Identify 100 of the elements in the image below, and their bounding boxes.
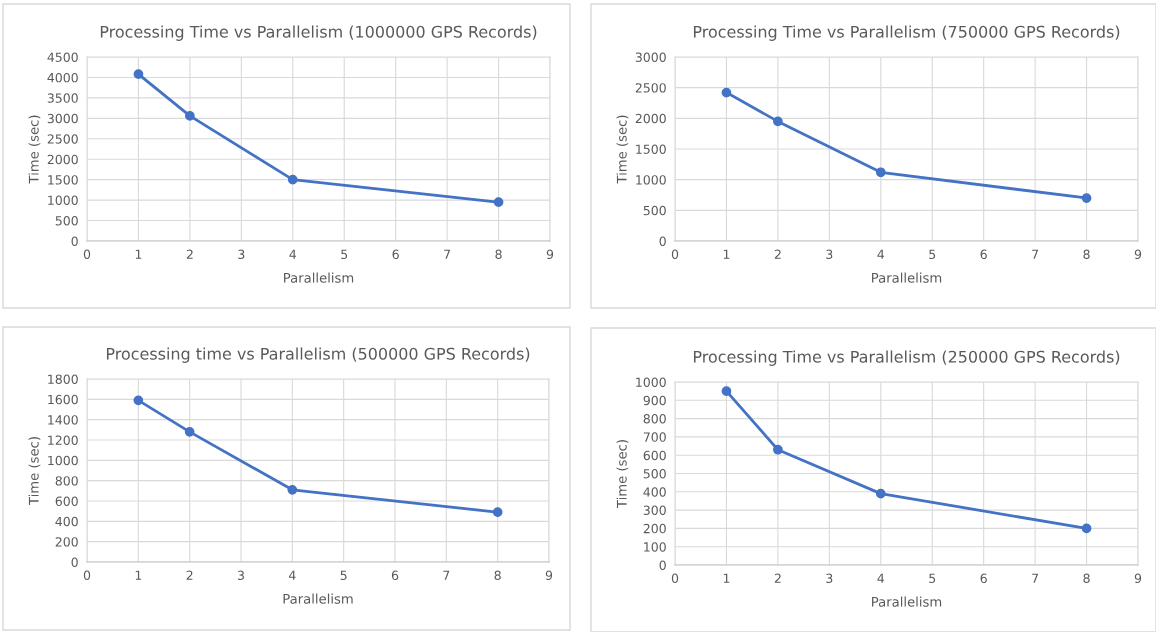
point — [493, 197, 504, 208]
y-axis-title: Time (sec) — [28, 115, 41, 184]
y-tick-label: 0 — [659, 236, 666, 246]
x-tick-label: 1 — [723, 249, 730, 259]
x-tick-label: 7 — [1032, 573, 1039, 583]
y-tick-label: 400 — [55, 516, 78, 527]
x-tick-label: 8 — [1083, 249, 1090, 260]
x-tick-label: 0 — [671, 573, 679, 584]
y-tick-label: 3000 — [47, 113, 78, 124]
x-tick-label: 9 — [546, 249, 554, 260]
x-tick-label: 7 — [1032, 249, 1039, 259]
x-tick-label: 3 — [238, 249, 245, 260]
x-axis-title: Parallelism — [284, 272, 354, 283]
x-tick-label: 6 — [392, 249, 399, 260]
x-tick-label: 1 — [135, 570, 142, 580]
point — [875, 167, 886, 178]
y-axis-title: Time (sec) — [28, 437, 41, 506]
y-tick-label: 200 — [55, 537, 78, 547]
y-tick-label: 900 — [643, 395, 666, 406]
x-tick-label: 6 — [980, 249, 987, 260]
y-tick-label: 1000 — [636, 175, 666, 185]
y-tick-label: 1500 — [636, 144, 666, 154]
point — [721, 386, 732, 397]
y-tick-label: 4500 — [47, 52, 78, 62]
x-tick-label: 4 — [288, 570, 296, 580]
x-tick-label: 5 — [341, 249, 348, 260]
x-tick-label: 3 — [826, 573, 833, 584]
x-tick-label: 6 — [980, 573, 987, 584]
x-tick-label: 7 — [444, 249, 451, 259]
y-tick-label: 600 — [643, 450, 666, 461]
y-tick-label: 2000 — [47, 154, 78, 165]
y-tick-label: 1400 — [48, 415, 78, 425]
y-tick-label: 2500 — [635, 83, 666, 93]
y-axis-title: Time (sec) — [616, 440, 629, 509]
y-tick-label: 3000 — [635, 52, 666, 62]
x-tick-label: 5 — [340, 570, 347, 581]
y-tick-label: 1800 — [48, 374, 78, 384]
x-tick-label: 8 — [495, 249, 502, 260]
chart-title: Processing Time vs Parallelism (1000000 GPS Records) — [100, 25, 537, 41]
y-tick-label: 1000 — [636, 377, 666, 387]
chart-title: Processing Time vs Parallelism (250000 GPS Records) — [693, 350, 1120, 366]
x-tick-label: 4 — [877, 249, 885, 259]
chart-title: Processing time vs Parallelism (500000 GPS Records) — [106, 347, 530, 363]
y-tick-label: 1500 — [48, 175, 78, 185]
x-tick-label: 3 — [237, 570, 244, 581]
x-tick-label: 6 — [391, 570, 399, 581]
x-tick-label: 5 — [929, 249, 936, 260]
chart-title: Processing Time vs Parallelism (750000 GPS Records) — [693, 25, 1120, 41]
y-tick-label: 1000 — [48, 455, 78, 466]
y-tick-label: 1200 — [48, 435, 78, 445]
point — [721, 87, 732, 98]
x-tick-label: 2 — [774, 573, 781, 583]
x-axis-title: Parallelism — [283, 593, 353, 604]
y-tick-label: 700 — [643, 432, 666, 442]
point — [287, 174, 298, 185]
x-tick-label: 0 — [83, 570, 91, 581]
point — [133, 395, 144, 406]
y-tick-label: 800 — [643, 414, 666, 424]
x-tick-label: 2 — [186, 249, 193, 259]
point — [773, 444, 783, 455]
point — [287, 484, 298, 495]
x-tick-label: 7 — [443, 570, 450, 580]
x-tick-label: 9 — [545, 570, 553, 581]
y-tick-label: 200 — [643, 523, 666, 534]
y-tick-label: 500 — [643, 205, 666, 216]
x-tick-label: 9 — [1134, 573, 1142, 584]
point — [492, 507, 503, 518]
x-tick-label: 1 — [135, 249, 142, 259]
point — [133, 69, 144, 80]
point — [773, 116, 783, 127]
y-tick-label: 400 — [643, 487, 666, 497]
y-tick-label: 500 — [55, 216, 78, 226]
y-tick-label: 0 — [71, 236, 78, 246]
x-tick-label: 8 — [1083, 573, 1090, 584]
x-tick-label: 4 — [877, 573, 885, 583]
y-tick-label: 0 — [659, 560, 666, 570]
point — [875, 488, 886, 499]
y-tick-label: 0 — [71, 557, 78, 567]
x-axis-title: Parallelism — [872, 272, 942, 283]
x-tick-label: 2 — [186, 570, 193, 580]
x-tick-label: 0 — [83, 249, 91, 260]
y-tick-label: 300 — [643, 505, 666, 516]
point — [1081, 193, 1092, 203]
x-tick-label: 4 — [289, 249, 297, 259]
y-tick-label: 2000 — [635, 113, 666, 124]
y-tick-label: 2500 — [47, 134, 78, 144]
y-tick-label: 4000 — [47, 72, 78, 83]
x-tick-label: 9 — [1134, 249, 1142, 260]
y-tick-label: 800 — [55, 476, 78, 486]
y-tick-label: 1000 — [48, 195, 78, 206]
x-tick-label: 5 — [929, 573, 936, 584]
x-tick-label: 3 — [826, 249, 833, 260]
y-tick-label: 1600 — [48, 394, 78, 405]
x-tick-label: 2 — [774, 249, 781, 259]
y-tick-label: 3500 — [47, 93, 78, 103]
y-tick-label: 600 — [55, 496, 78, 506]
y-tick-label: 500 — [643, 468, 666, 479]
y-tick-label: 100 — [644, 542, 666, 552]
x-tick-label: 8 — [494, 570, 501, 581]
x-axis-title: Parallelism — [872, 596, 942, 607]
